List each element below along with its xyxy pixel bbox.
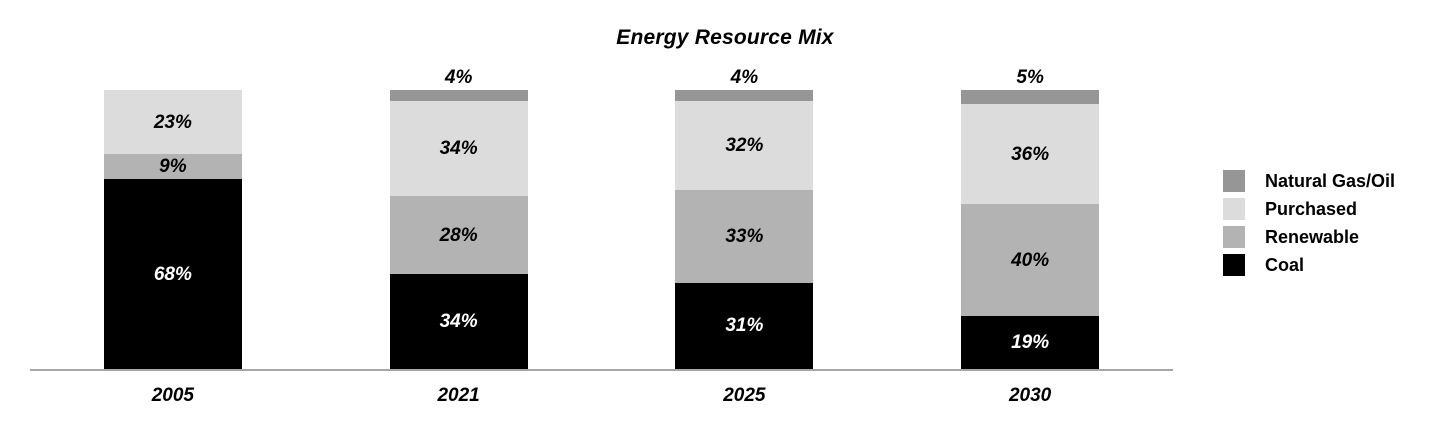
bar-segment-natural-gas-oil xyxy=(961,90,1100,104)
legend-swatch-natural-gas-oil xyxy=(1223,170,1245,192)
segment-value-label: 9% xyxy=(159,156,187,178)
legend-item-coal: Coal xyxy=(1223,254,1395,276)
legend: Natural Gas/Oil Purchased Renewable Coal xyxy=(1223,170,1395,282)
bar-2025: 4% 32% 33% 31% xyxy=(675,68,814,369)
bar-segment-coal: 68% xyxy=(103,179,242,369)
segment-value-label: 33% xyxy=(725,225,764,247)
legend-item-purchased: Purchased xyxy=(1223,198,1395,220)
bar-2030: 5% 36% 40% 19% xyxy=(961,68,1100,369)
bar-segment-purchased: 36% xyxy=(961,103,1100,205)
segment-value-label: 19% xyxy=(1011,332,1050,353)
bar-segment-natural-gas-oil xyxy=(389,90,528,102)
segment-value-label: 23% xyxy=(153,111,192,133)
legend-item-natural-gas-oil: Natural Gas/Oil xyxy=(1223,170,1395,192)
x-axis-label-2030: 2030 xyxy=(1008,385,1052,406)
segment-value-label: 31% xyxy=(725,315,764,337)
segment-value-label: 68% xyxy=(153,263,192,285)
segment-value-label: 36% xyxy=(1011,143,1050,165)
legend-label-coal: Coal xyxy=(1265,254,1305,275)
legend-swatch-purchased xyxy=(1223,198,1245,220)
bar-segment-renewable: 9% xyxy=(103,154,242,180)
legend-swatch-coal xyxy=(1223,254,1245,276)
bar-segment-coal: 31% xyxy=(675,282,814,369)
bar-segment-purchased: 34% xyxy=(389,101,528,197)
segment-value-label: 32% xyxy=(725,135,764,157)
x-axis-label-2021: 2021 xyxy=(437,385,480,406)
bar-segment-renewable: 40% xyxy=(961,204,1100,316)
x-axis-labels: 2005 2021 2025 2030 xyxy=(30,385,1173,407)
x-axis-label-2005: 2005 xyxy=(151,385,195,406)
legend-label-renewable: Renewable xyxy=(1265,226,1360,247)
bar-2005: 23% 9% 68% xyxy=(103,90,242,369)
bar-2021: 4% 34% 28% 34% xyxy=(389,68,528,369)
bar-segment-renewable: 28% xyxy=(389,196,528,275)
bar-segment-renewable: 33% xyxy=(675,190,814,283)
x-axis-label-2025: 2025 xyxy=(723,385,766,406)
segment-value-label: 40% xyxy=(1011,249,1050,271)
bar-segment-coal: 34% xyxy=(389,274,528,369)
legend-swatch-renewable xyxy=(1223,226,1245,248)
legend-label-purchased: Purchased xyxy=(1265,198,1358,219)
legend-item-renewable: Renewable xyxy=(1223,226,1395,248)
bar-segment-coal: 19% xyxy=(961,316,1100,369)
segment-value-label-outside: 4% xyxy=(730,67,759,88)
segment-value-label: 34% xyxy=(439,138,478,160)
segment-value-label-outside: 4% xyxy=(444,67,473,88)
bar-segment-natural-gas-oil xyxy=(675,90,814,102)
chart-title: Energy Resource Mix xyxy=(616,26,834,49)
segment-value-label-outside: 5% xyxy=(1016,67,1044,88)
bar-segment-purchased: 32% xyxy=(675,101,814,191)
x-axis-line xyxy=(30,369,1173,371)
plot-area: 23% 9% 68% 4% 34% 28% 34% 4% 32% 33% 31% 5% 36% 40% 19… xyxy=(30,68,1173,371)
segment-value-label: 34% xyxy=(439,311,478,333)
segment-value-label: 28% xyxy=(439,224,478,246)
legend-label-natural-gas-oil: Natural Gas/Oil xyxy=(1265,170,1396,191)
bar-segment-purchased: 23% xyxy=(103,90,242,155)
